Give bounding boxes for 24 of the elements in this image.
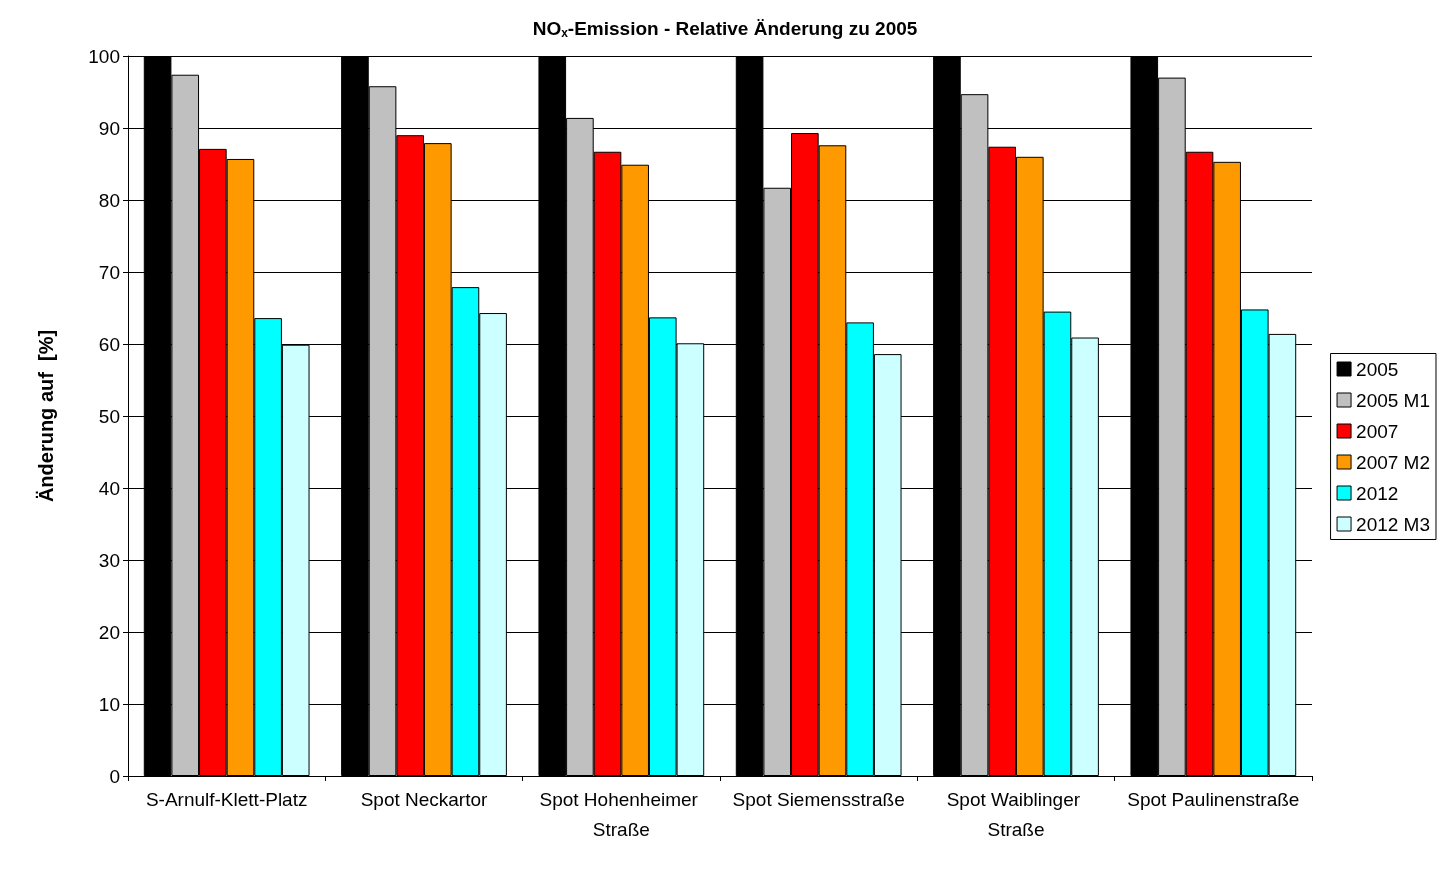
x-tick-label: Spot Neckartor <box>360 788 489 810</box>
y-tick-label: 60 <box>98 333 120 355</box>
y-tick-label: 90 <box>98 117 120 139</box>
y-tick-label: 40 <box>98 477 120 499</box>
x-tick-label: Spot Hohenheimer Straße <box>539 788 704 840</box>
legend-label: 2005 M1 <box>1356 389 1431 411</box>
y-tick-label: 100 <box>88 45 120 67</box>
y-tick-label: 70 <box>98 261 120 283</box>
legend-label: 2005 <box>1356 358 1399 380</box>
legend-label: 2012 <box>1356 482 1399 504</box>
y-tick-label: 80 <box>98 189 120 211</box>
y-tick-label: 30 <box>98 549 120 571</box>
legend-label: 2007 M2 <box>1356 451 1431 473</box>
y-tick-label: 50 <box>98 405 120 427</box>
x-tick-label: Spot Waiblinger Straße <box>946 788 1086 840</box>
x-tick-label: S-Arnulf-Klett-Platz <box>145 788 308 810</box>
x-tick-label: Spot Paulinenstraße <box>1127 788 1300 810</box>
x-tick-label: Spot Siemensstraße <box>732 788 905 810</box>
y-tick-label: 0 <box>109 765 120 787</box>
y-axis-title: Änderung auf [%] <box>35 329 57 503</box>
y-tick-label: 10 <box>98 693 120 715</box>
y-tick-label: 20 <box>98 621 120 643</box>
legend-label: 2007 <box>1356 420 1399 442</box>
legend-label: 2012 M3 <box>1356 513 1431 535</box>
